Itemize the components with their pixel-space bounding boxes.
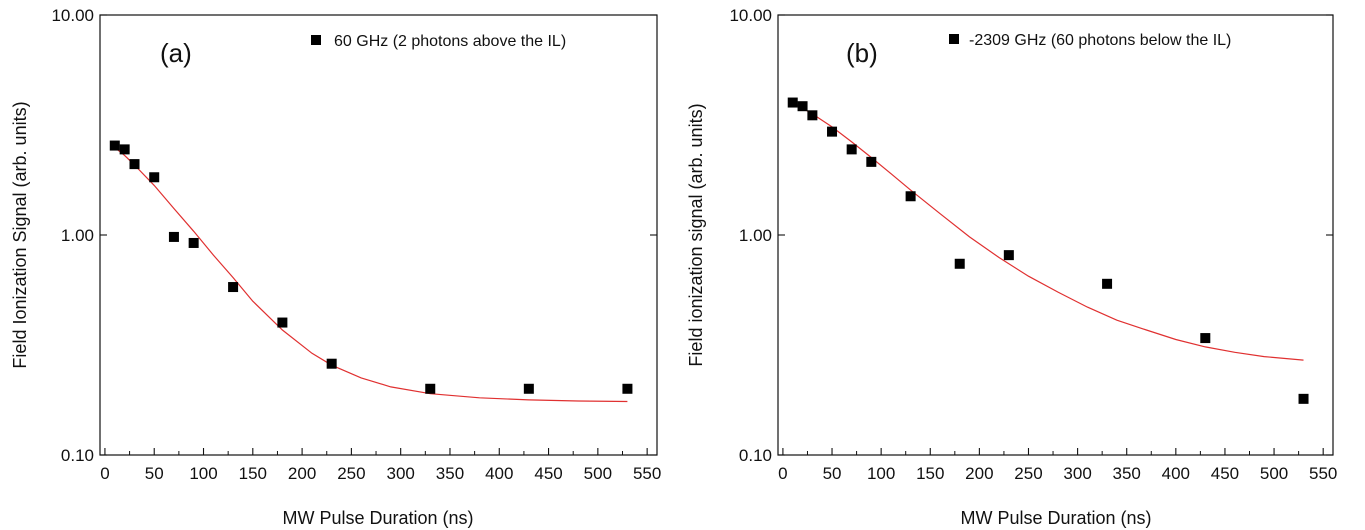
- data-point: [109, 140, 120, 151]
- data-point: [326, 358, 337, 369]
- x-tick-label: 500: [584, 464, 612, 483]
- x-tick-label: 100: [867, 464, 895, 483]
- data-point: [119, 144, 130, 155]
- x-ticks: 0 50 100 150 200 250 300 350 400 450 500 550: [778, 448, 1337, 483]
- x-axis-label: MW Pulse Duration (ns): [960, 508, 1151, 528]
- x-tick-label: 350: [1113, 464, 1141, 483]
- x-tick-label: 100: [189, 464, 217, 483]
- data-point: [1003, 250, 1014, 261]
- plot-frame: [777, 14, 1334, 456]
- x-tick-label: 250: [337, 464, 365, 483]
- y-ticks: 0.10 1.00 10.00: [51, 6, 657, 465]
- data-point: [277, 317, 288, 328]
- plot-frame: [99, 14, 658, 456]
- x-tick-label: 550: [1309, 464, 1337, 483]
- y-ticks: 0.10 1.00 10.00: [729, 6, 1333, 465]
- data-point: [1102, 278, 1113, 289]
- legend-label: -2309 GHz (60 photons below the IL): [969, 32, 1231, 49]
- x-tick-label: 200: [288, 464, 316, 483]
- x-tick-label: 0: [100, 464, 109, 483]
- data-point: [228, 282, 239, 293]
- x-tick-label: 150: [239, 464, 267, 483]
- data-point: [149, 172, 160, 183]
- y-tick-label: 1.00: [61, 226, 94, 245]
- x-tick-label: 250: [1014, 464, 1042, 483]
- points-layer: [109, 140, 633, 394]
- legend: -2309 GHz (60 photons below the IL): [949, 32, 1231, 49]
- data-point: [188, 237, 199, 248]
- x-axis-label: MW Pulse Duration (ns): [282, 508, 473, 528]
- data-point: [1298, 393, 1309, 404]
- chart-panel-b: (b) -2309 GHz (60 photons below the IL) …: [686, 6, 1337, 528]
- y-axis-label: Field Ionization Signal (arb. units): [10, 101, 30, 368]
- data-point: [1200, 333, 1211, 344]
- legend-marker: [311, 35, 321, 45]
- data-point: [168, 231, 179, 242]
- data-point: [905, 191, 916, 202]
- data-point: [866, 156, 877, 167]
- x-tick-label: 400: [485, 464, 513, 483]
- x-tick-label: 50: [823, 464, 842, 483]
- data-point: [797, 101, 808, 112]
- data-point: [425, 383, 436, 394]
- y-tick-label: 10.00: [51, 6, 94, 25]
- y-tick-label: 0.10: [61, 446, 94, 465]
- legend-marker: [949, 34, 959, 44]
- data-point: [129, 159, 140, 170]
- fit-layer: [792, 101, 1304, 361]
- y-tick-label: 0.10: [739, 446, 772, 465]
- data-point: [622, 383, 633, 394]
- panel-label: (b): [846, 38, 878, 68]
- legend-label: 60 GHz (2 photons above the IL): [334, 33, 566, 50]
- data-point: [523, 383, 534, 394]
- x-tick-label: 550: [633, 464, 661, 483]
- x-ticks: 0 50 100 150 200 250 300 350 400 450 500 550: [100, 448, 661, 483]
- x-tick-label: 350: [436, 464, 464, 483]
- x-tick-label: 0: [778, 464, 787, 483]
- x-tick-label: 50: [145, 464, 164, 483]
- data-point: [954, 258, 965, 269]
- points-layer: [787, 97, 1309, 404]
- x-tick-label: 400: [1162, 464, 1190, 483]
- data-point: [807, 110, 818, 121]
- y-tick-label: 10.00: [729, 6, 772, 25]
- chart-panel-a: (a) 60 GHz (2 photons above the IL) MW P…: [10, 6, 661, 528]
- x-tick-label: 150: [916, 464, 944, 483]
- x-tick-label: 200: [965, 464, 993, 483]
- y-tick-label: 1.00: [739, 226, 772, 245]
- y-axis-label: Field ionization signal (arb. units): [686, 103, 706, 366]
- x-tick-label: 450: [1211, 464, 1239, 483]
- x-tick-label: 300: [386, 464, 414, 483]
- data-point: [787, 97, 798, 108]
- data-point: [846, 144, 857, 155]
- legend: 60 GHz (2 photons above the IL): [311, 33, 566, 50]
- x-tick-label: 450: [534, 464, 562, 483]
- fit-layer: [114, 147, 628, 403]
- data-point: [827, 126, 838, 137]
- fit-curve: [114, 147, 628, 403]
- x-tick-label: 500: [1260, 464, 1288, 483]
- panel-label: (a): [160, 38, 192, 68]
- x-tick-label: 300: [1063, 464, 1091, 483]
- fit-curve: [792, 101, 1304, 361]
